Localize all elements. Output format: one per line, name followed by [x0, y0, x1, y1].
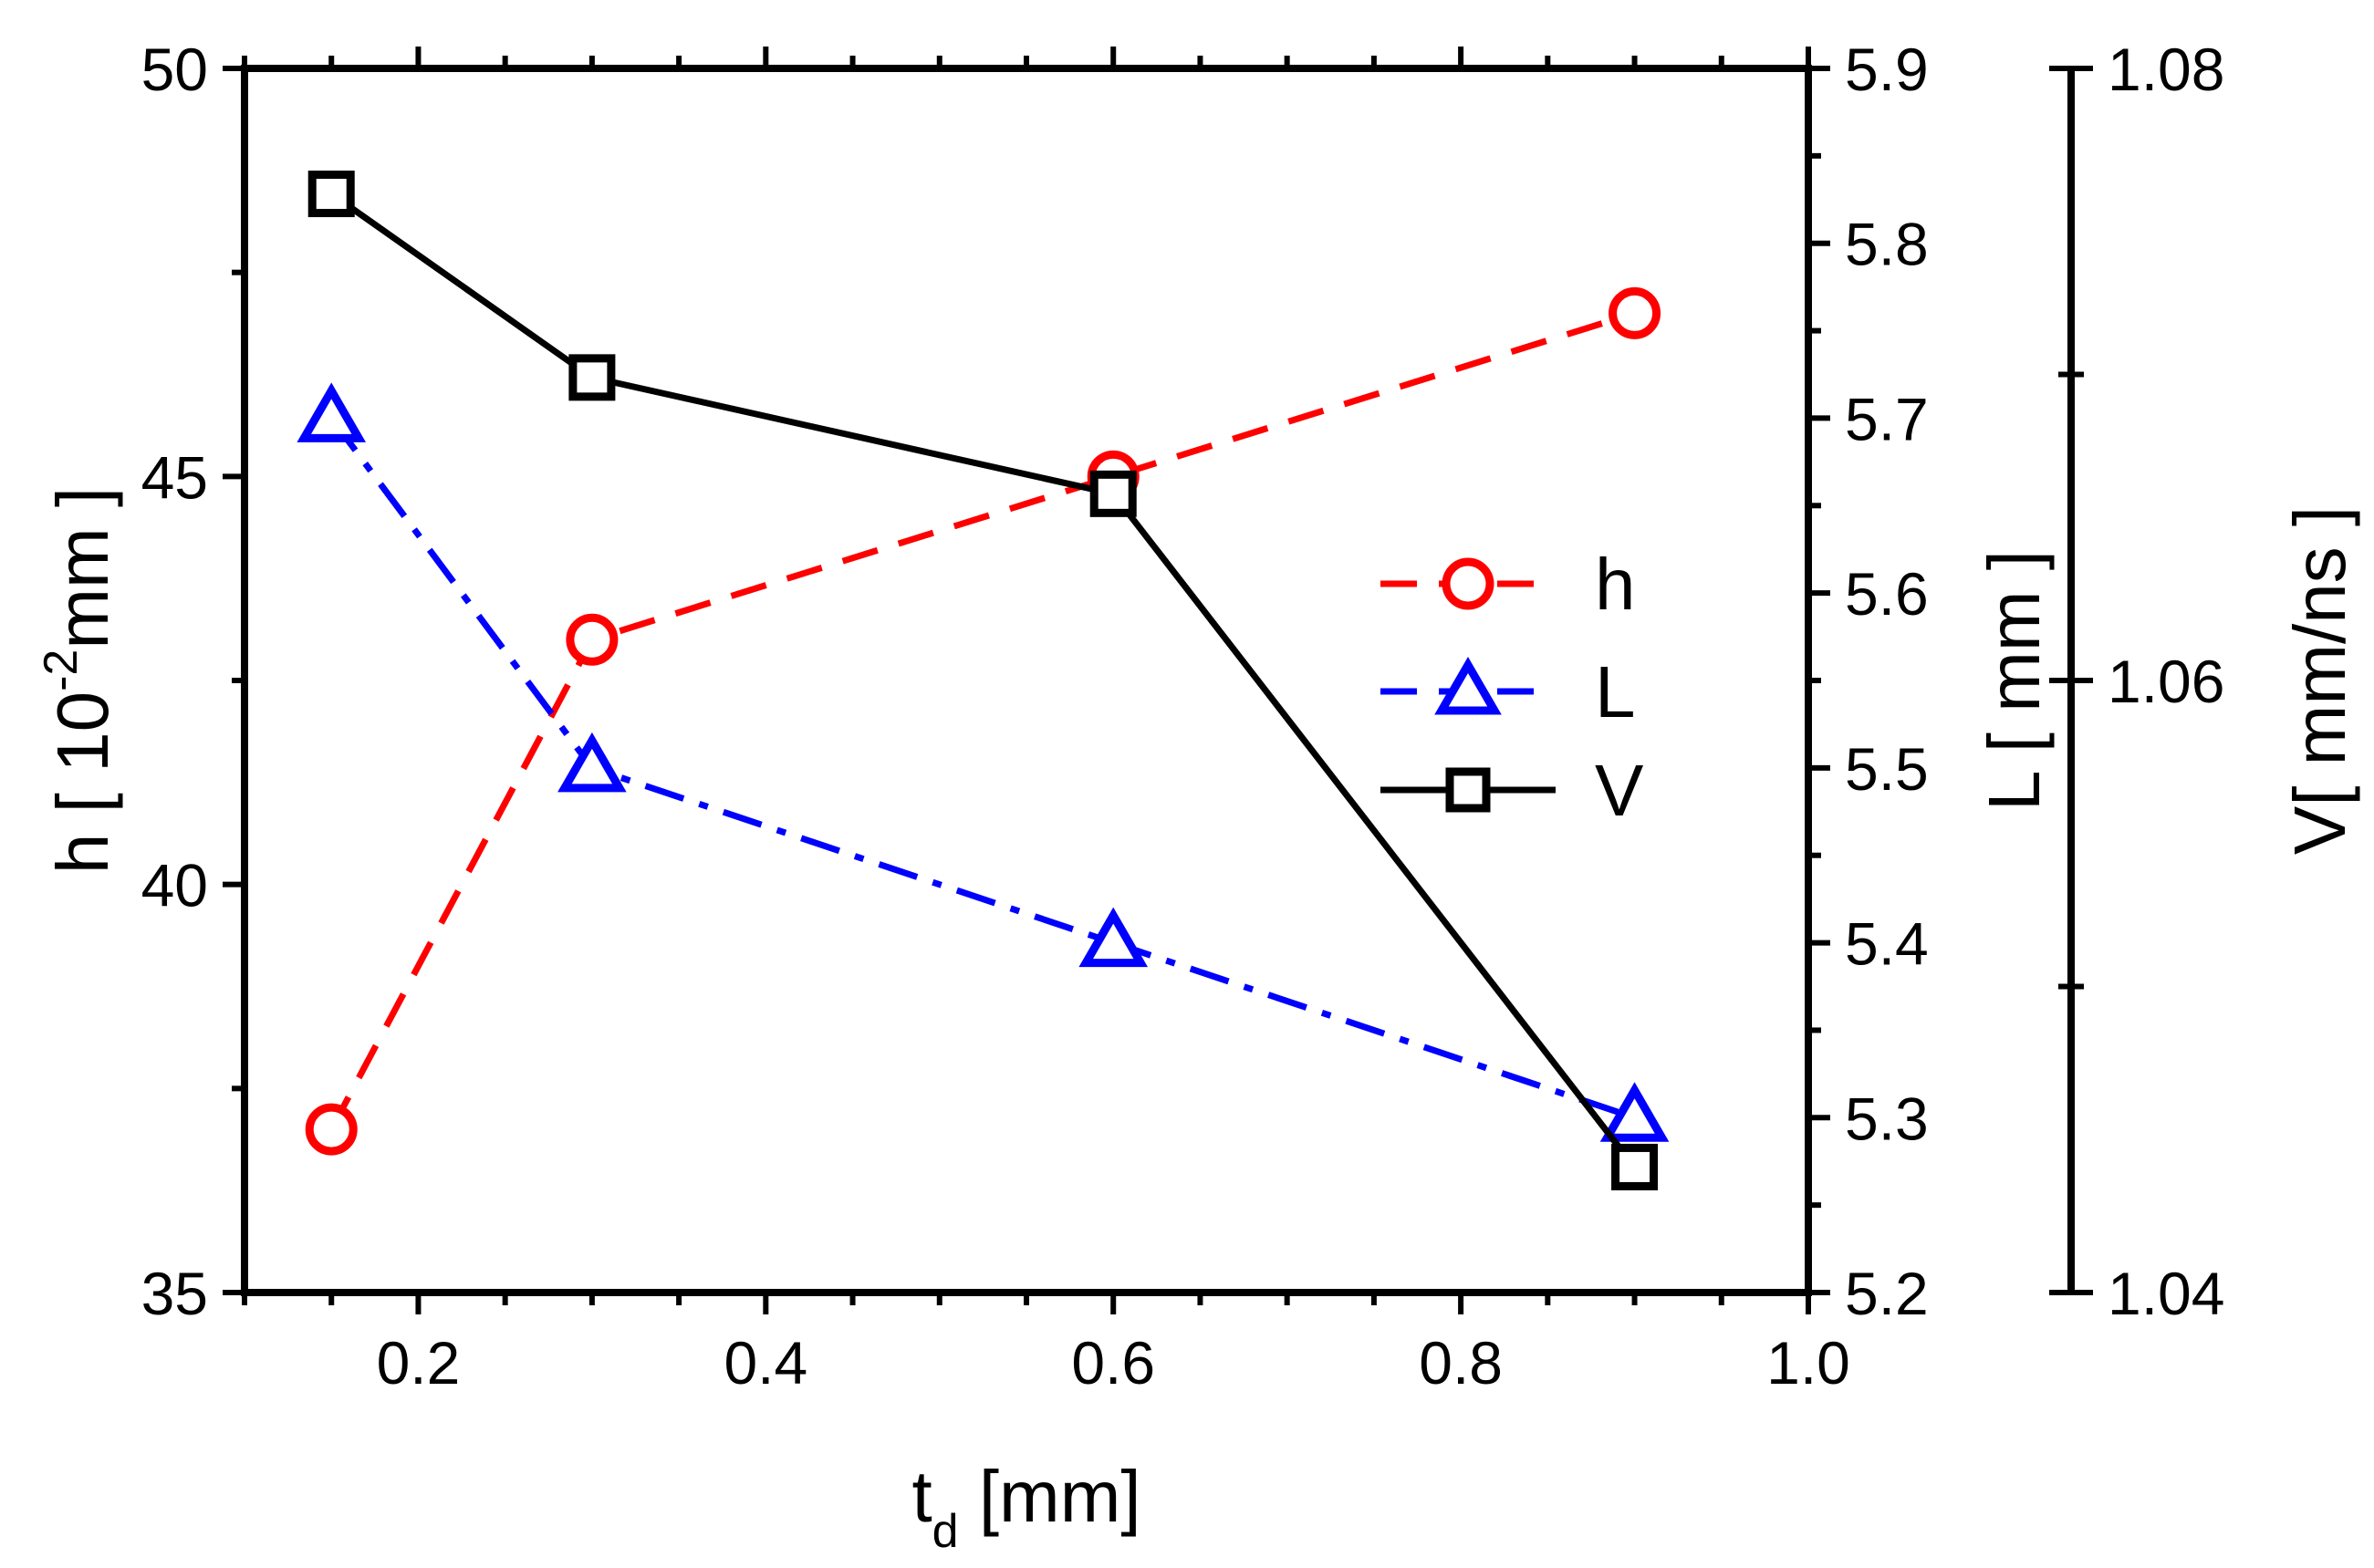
- legend-label-v: V: [1595, 750, 1644, 831]
- x-tick-label: 0.6: [1071, 1329, 1155, 1397]
- data-point-V: [1089, 470, 1137, 517]
- x-axis-title: td [mm]: [911, 1456, 1140, 1558]
- l-axis-title: L [ mm ]: [1973, 550, 2055, 811]
- x-tick-label: 0.2: [377, 1329, 461, 1397]
- data-point-L: [1599, 1082, 1670, 1142]
- data-point-V: [1611, 1143, 1659, 1190]
- v-axis-title: V[ mm/ns ]: [2279, 506, 2360, 855]
- data-point-h: [566, 613, 619, 666]
- data-point-h: [1609, 286, 1661, 339]
- l-tick-label: 5.9: [1845, 36, 1929, 103]
- legend-entry-v: V: [1380, 750, 1644, 831]
- h-tick-label: 40: [141, 852, 208, 919]
- x-tick-label: 1.0: [1766, 1329, 1850, 1397]
- h-axis-title: h [ 10-2mm ]: [35, 487, 123, 874]
- l-tick-label: 5.6: [1845, 560, 1929, 628]
- v-tick-label: 1.08: [2108, 36, 2224, 103]
- h-tick-label: 45: [141, 443, 208, 511]
- data-point-L: [1078, 907, 1149, 968]
- l-tick-label: 5.3: [1845, 1085, 1929, 1152]
- l-tick-label: 5.2: [1845, 1260, 1929, 1327]
- data-point-V: [307, 171, 355, 218]
- x-tick-label: 0.4: [724, 1329, 807, 1397]
- legend: h L V: [1380, 544, 1644, 831]
- l-tick-label: 5.5: [1845, 735, 1929, 803]
- legend-entry-l: L: [1380, 651, 1636, 732]
- l-tick-label: 5.8: [1845, 211, 1929, 278]
- data-point-h: [305, 1103, 358, 1156]
- legend-label-h: h: [1595, 544, 1636, 625]
- plot-frame: [241, 65, 1812, 1296]
- series-layer: [297, 171, 1670, 1190]
- l-tick-label: 5.7: [1845, 385, 1929, 452]
- x-tick-label: 0.8: [1419, 1329, 1503, 1397]
- data-point-V: [568, 354, 616, 401]
- legend-entry-h: h: [1380, 544, 1636, 625]
- h-tick-label: 35: [141, 1260, 208, 1327]
- series-line-h: [328, 310, 1636, 1131]
- data-point-L: [557, 732, 627, 793]
- ticks-layer: 0.2 0.4 0.6 0.8 1.0 35 40 45 50 5.2 5.3 5.4 5.5 5.6 5.…: [141, 36, 2225, 1397]
- h-tick-label: 50: [141, 36, 208, 103]
- v-tick-label: 1.04: [2108, 1260, 2224, 1327]
- l-tick-label: 5.4: [1845, 910, 1929, 978]
- series-line-V: [329, 191, 1638, 1169]
- series-line-L: [328, 416, 1636, 1121]
- v-tick-label: 1.06: [2108, 648, 2224, 715]
- data-point-L: [297, 382, 367, 442]
- legend-label-l: L: [1595, 651, 1636, 732]
